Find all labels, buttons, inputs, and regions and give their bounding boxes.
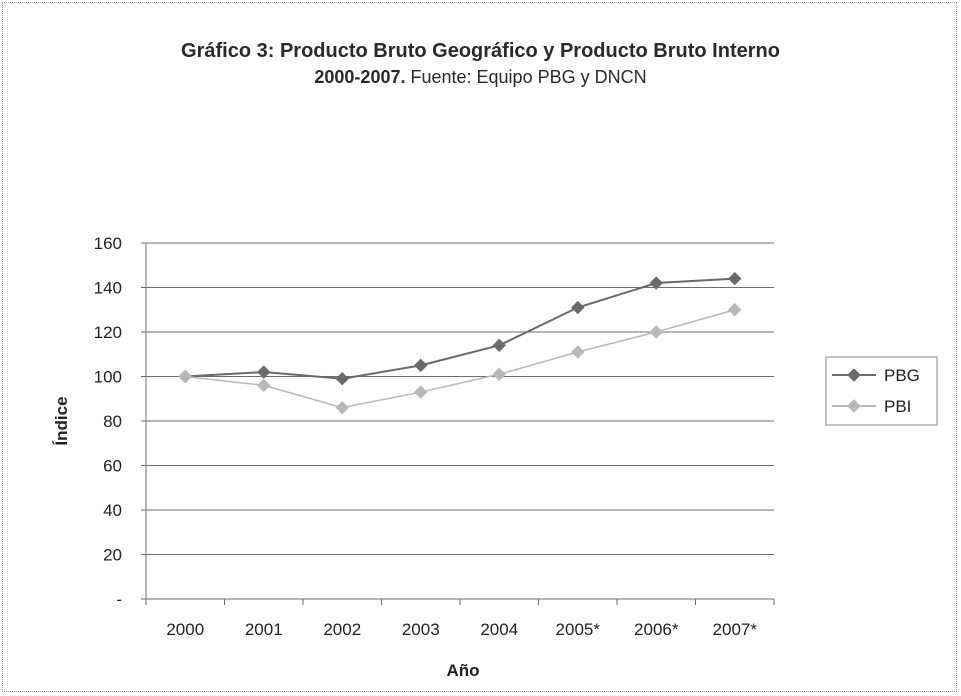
y-tick-labels: - 20 40 60 80 100 120 140 160: [94, 234, 122, 609]
legend-label: PBI: [884, 397, 911, 416]
data-point: [414, 358, 428, 373]
axes: [141, 242, 775, 605]
legend-label: PBG: [884, 366, 920, 385]
data-point: [257, 378, 271, 393]
x-tick-label: 2007*: [713, 620, 758, 639]
data-point: [571, 345, 585, 359]
chart-title-block: Gráfico 3: Producto Bruto Geográfico y P…: [0, 38, 961, 90]
y-axis-title: Índice: [52, 396, 71, 445]
series: [178, 271, 742, 415]
data-point: [649, 325, 663, 339]
x-tick-label: 2005*: [556, 620, 601, 639]
legend-swatch-marker: [847, 368, 861, 382]
data-point: [414, 385, 428, 399]
data-point: [257, 365, 271, 379]
data-point: [335, 400, 349, 415]
chart-subtitle-source: Fuente: Equipo PBG y DNCN: [405, 67, 647, 87]
legend-item-pbi: PBI: [832, 397, 911, 416]
y-tick-label: 120: [94, 323, 122, 342]
gridlines: [146, 242, 774, 555]
series-line: [185, 277, 735, 380]
y-tick-label: 60: [103, 457, 122, 476]
chart-title: Gráfico 3: Producto Bruto Geográfico y P…: [181, 40, 780, 62]
series-line: [185, 309, 735, 409]
data-point: [728, 271, 742, 286]
y-tick-label: 100: [94, 368, 122, 387]
y-tick-label: 20: [103, 546, 122, 565]
chart-subtitle-years: 2000-2007.: [314, 67, 406, 87]
legend-swatch-marker: [847, 399, 861, 413]
y-tick-label: 140: [94, 279, 122, 298]
x-axis-title: Año: [446, 661, 479, 680]
data-point: [335, 372, 349, 386]
y-tick-label: 80: [103, 412, 122, 431]
data-point: [178, 369, 192, 384]
data-point: [492, 338, 506, 353]
data-point: [728, 303, 742, 317]
legend-item-pbg: PBG: [832, 366, 920, 385]
series-pbi: [178, 303, 742, 415]
y-tick-label: 160: [94, 234, 122, 253]
data-point: [571, 300, 585, 315]
x-tick-label: 2002: [323, 620, 361, 639]
data-point: [649, 276, 663, 290]
x-tick-label: 2001: [245, 620, 283, 639]
x-tick-label: 2004: [480, 620, 518, 639]
y-tick-label: 40: [103, 501, 122, 520]
legend: PBG PBI: [825, 356, 938, 426]
x-tick-label: 2006*: [634, 620, 679, 639]
y-tick-label: -: [116, 590, 122, 609]
x-tick-label: 2003: [402, 620, 440, 639]
x-tick-label: 2000: [166, 620, 204, 639]
data-point: [492, 367, 506, 381]
x-tick-labels: 2000 2001 2002 2003 2004 2005* 2006* 2007*: [166, 620, 757, 639]
legend-box: [825, 356, 938, 426]
chart-subtitle: 2000-2007. Fuente: Equipo PBG y DNCN: [0, 64, 961, 90]
